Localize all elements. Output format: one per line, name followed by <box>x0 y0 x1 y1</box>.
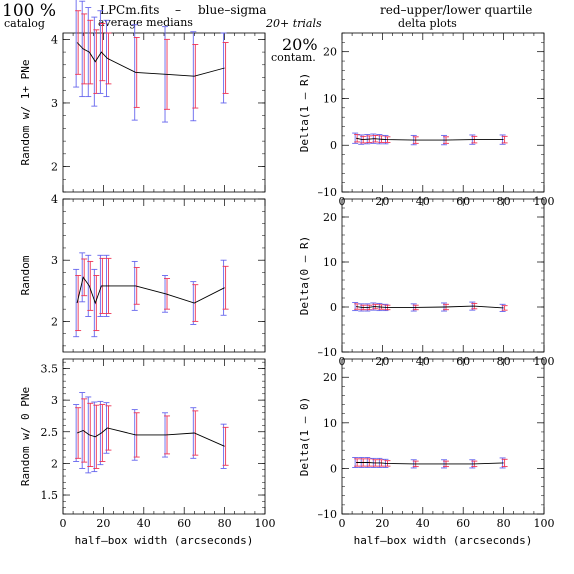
quartile-note: red–upper/lower quartile <box>380 3 532 17</box>
x-tick-label: 20 <box>96 517 110 530</box>
x-tick-label: 80 <box>497 517 511 530</box>
contam-pct-label: 20% <box>282 35 318 54</box>
y-tick-label: 0 <box>330 139 337 152</box>
y-axis-label: Random <box>19 255 32 295</box>
x-axis-label: half–box width (arcseconds) <box>354 534 533 547</box>
medians-label: average medians <box>98 16 193 29</box>
catalog-label: catalog <box>4 17 45 30</box>
plot-frame <box>341 32 545 193</box>
sigma-note: blue–sigma <box>198 3 267 17</box>
y-tick-label: 4 <box>51 33 58 46</box>
filename-label: LPCm.fits <box>100 3 159 17</box>
y-axis-label: Delta(1 – R) <box>298 73 311 152</box>
y-tick-label: 10 <box>323 417 337 430</box>
plot-frame <box>341 198 545 353</box>
median-line <box>356 462 504 465</box>
y-tick-label: 0 <box>330 301 337 314</box>
delta-plots-label: delta plots <box>398 17 457 30</box>
median-line <box>76 427 225 447</box>
y-tick-label: 10 <box>323 92 337 105</box>
median-line <box>76 42 225 77</box>
plot-frame <box>341 358 545 515</box>
panel-left-bottom: 0 20 40 60 80 100 1.5 2 2.5 3 3.5 Random w/ 0 PNe ha… <box>19 358 276 547</box>
y-tick-label: 3 <box>51 394 58 407</box>
y-tick-label: 2 <box>51 457 58 470</box>
y-tick-label: 20 <box>323 46 337 59</box>
y-tick-label: –10 <box>318 346 338 359</box>
y-tick-label: 10 <box>323 256 337 269</box>
y-tick-label: 0 <box>330 462 337 475</box>
y-tick-label: 2 <box>51 315 58 328</box>
y-axis-label: Random w/ 1+ PNe <box>19 60 32 166</box>
median-line <box>355 137 504 141</box>
panel-left-middle: 2 3 4 Random <box>19 193 266 353</box>
y-axis-label: Delta(0 – R) <box>298 236 311 315</box>
x-tick-label: 100 <box>255 517 276 530</box>
plot-frame <box>62 32 266 193</box>
y-tick-label: 4 <box>51 193 58 206</box>
panel-left-top: 2 3 4 Random w/ 1+ PNe <box>19 0 266 193</box>
y-tick-label: 2 <box>51 161 58 174</box>
y-tick-label: 20 <box>323 211 337 224</box>
x-tick-label: 0 <box>339 517 346 530</box>
y-tick-label: 3.5 <box>41 362 59 375</box>
y-tick-label: 3 <box>51 254 58 267</box>
median-line <box>356 305 504 309</box>
trials-label: 20+ trials <box>265 17 322 30</box>
y-tick-label: 2.5 <box>41 426 59 439</box>
y-axis-label: Random w/ 0 PNe <box>19 387 32 486</box>
x-tick-label: 100 <box>534 517 555 530</box>
y-tick-label: –10 <box>318 508 338 521</box>
x-tick-label: 60 <box>456 517 470 530</box>
x-tick-label: 60 <box>177 517 191 530</box>
contam-label: contam. <box>271 51 316 64</box>
x-tick-label: 40 <box>416 517 430 530</box>
y-tick-label: 20 <box>323 371 337 384</box>
y-tick-label: –10 <box>318 186 338 199</box>
y-tick-label: 3 <box>51 97 58 110</box>
x-tick-label: 80 <box>218 517 232 530</box>
y-axis-label: Delta(1 – 0) <box>298 397 311 476</box>
x-tick-label: 0 <box>60 517 67 530</box>
percent-label: 100 % <box>2 1 56 21</box>
median-line <box>76 276 225 305</box>
dash-label: – <box>175 3 181 17</box>
x-tick-label: 40 <box>137 517 151 530</box>
y-tick-label: 1.5 <box>41 489 59 502</box>
x-tick-label: 20 <box>375 517 389 530</box>
x-axis-label: half–box width (arcseconds) <box>75 534 254 547</box>
